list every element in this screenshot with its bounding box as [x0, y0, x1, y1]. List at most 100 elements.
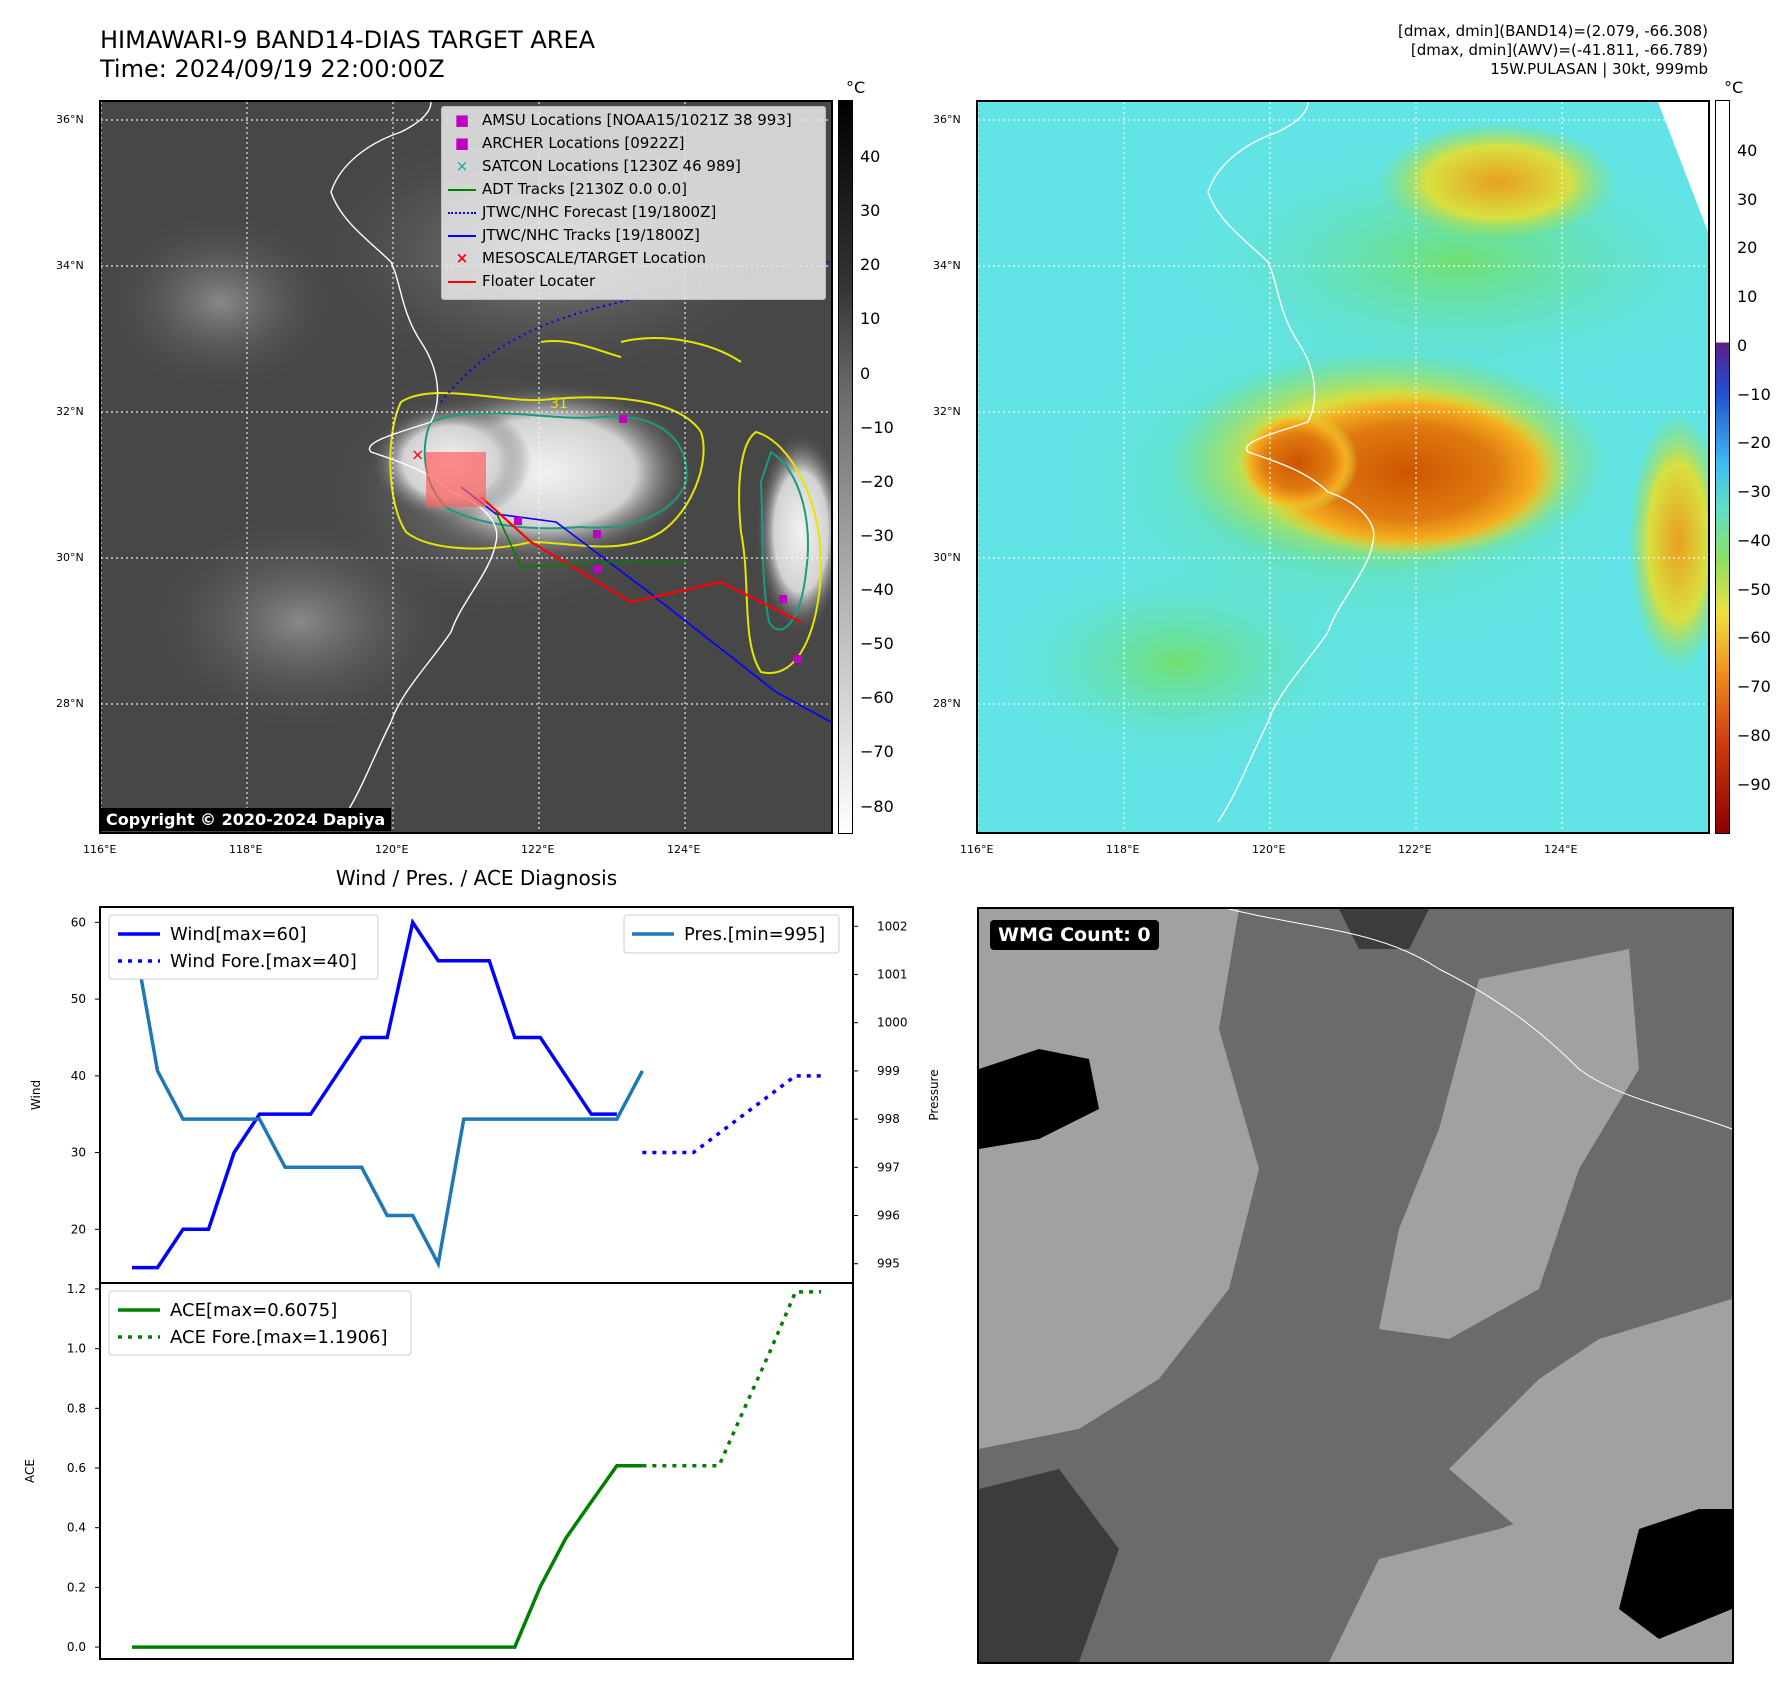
wv-colorbar-tick: −90: [1737, 775, 1771, 794]
wv-map-panel: [976, 100, 1710, 834]
svg-text:×: ×: [411, 445, 424, 464]
wv-lat-label: 32°N: [933, 405, 961, 418]
wv-colorbar-tick: 10: [1737, 287, 1758, 306]
wv-colorbar-tick: 20: [1737, 238, 1758, 257]
legend-jtwc-tracks: JTWC/NHC Tracks [19/1800Z]: [442, 226, 700, 244]
ir-lat-label: 34°N: [56, 259, 84, 272]
ir-lon-label: 122°E: [521, 843, 555, 856]
wv-colorbar-tick: 30: [1737, 190, 1758, 209]
ir-colorbar-tick: 0: [860, 364, 871, 383]
wv-colorbar-tick: −60: [1737, 628, 1771, 647]
wv-colorbar-tick: 0: [1737, 336, 1748, 355]
ir-colorbar-tick: −80: [860, 797, 894, 816]
ir-colorbar-tick: 10: [860, 309, 881, 328]
wv-colorbar-tick: −50: [1737, 580, 1771, 599]
wv-lon-label: 122°E: [1398, 843, 1432, 856]
ir-colorbar-tick: −10: [860, 418, 894, 437]
ir-colorbar-tick: 20: [860, 255, 881, 274]
ir-lon-label: 124°E: [667, 843, 701, 856]
wv-lat-label: 30°N: [933, 551, 961, 564]
pres-ytick-label: 1000: [877, 1016, 908, 1030]
ir-colorbar-tick: −50: [860, 634, 894, 653]
ace-ytick-label: 0.8: [67, 1401, 86, 1415]
ir-lat-label: 30°N: [56, 551, 84, 564]
ace-legend-label: ACE[max=0.6075]: [170, 1300, 337, 1321]
wv-colorbar: [1715, 100, 1730, 834]
pres-ytick-label: 996: [877, 1209, 900, 1223]
figure-title: HIMAWARI-9 BAND14-DIAS TARGET AREA Time: …: [100, 26, 596, 83]
legend-amsu: ■ AMSU Locations [NOAA15/1021Z 38 993]: [454, 111, 792, 129]
contour-label: 31: [550, 396, 568, 412]
wind-ytick-label: 40: [71, 1069, 86, 1083]
stats-storm: 15W.PULASAN | 30kt, 999mb: [1490, 60, 1708, 78]
ir-colorbar-tick: −30: [860, 526, 894, 545]
wv-colorbar-tick: −70: [1737, 677, 1771, 696]
copyright-badge: Copyright © 2020-2024 Dapiya: [100, 808, 392, 831]
ir-colorbar-tick: −60: [860, 688, 894, 707]
wv-lat-label: 28°N: [933, 697, 961, 710]
ace-axis-label: ACE: [23, 1459, 37, 1483]
ace-ytick-label: 1.2: [67, 1282, 86, 1296]
ace-legend-box: [108, 1290, 412, 1356]
stats-awv: [dmax, dmin](AWV)=(-41.811, -66.789): [1410, 41, 1708, 59]
series-line-ace: [132, 1464, 643, 1649]
pres-ytick-label: 999: [877, 1064, 900, 1078]
ace-fore-legend-label: ACE Fore.[max=1.1906]: [170, 1327, 388, 1348]
wv-lon-label: 124°E: [1544, 843, 1578, 856]
ir-colorbar-unit: °C: [846, 78, 866, 97]
stats-block: [dmax, dmin](BAND14)=(2.079, -66.308) [d…: [1398, 22, 1708, 79]
pres-ytick-label: 1002: [877, 919, 908, 933]
wv-lon-label: 120°E: [1252, 843, 1286, 856]
wmg-count-badge: WMG Count: 0: [990, 920, 1159, 950]
wind-fore-legend-label: Wind Fore.[max=40]: [170, 951, 357, 972]
legend-satcon: × SATCON Locations [1230Z 46 989]: [455, 157, 741, 175]
wmg-image: [979, 909, 1732, 1662]
legend-mesoscale: × MESOSCALE/TARGET Location: [455, 249, 707, 267]
wind-ytick-label: 20: [71, 1222, 86, 1236]
ir-colorbar-tick: −40: [860, 580, 894, 599]
wv-colorbar-unit: °C: [1724, 78, 1744, 97]
ir-colorbar-tick: −70: [860, 742, 894, 761]
legend-archer: ■ ARCHER Locations [0922Z]: [454, 134, 685, 152]
series-line-wind: [132, 917, 617, 1270]
wv-colorbar-tick: −80: [1737, 726, 1771, 745]
ir-lon-label: 116°E: [83, 843, 117, 856]
ir-map-legend: ■ AMSU Locations [NOAA15/1021Z 38 993] ■ A…: [441, 106, 826, 300]
ir-colorbar-tick: 40: [860, 147, 881, 166]
wind-axis-label: Wind: [29, 1080, 43, 1110]
chart-title: Wind / Pres. / ACE Diagnosis: [336, 866, 617, 890]
ace-ytick-label: 0.2: [67, 1580, 86, 1594]
pres-ytick-label: 1001: [877, 967, 908, 981]
ace-ytick-label: 1.0: [67, 1342, 86, 1356]
ir-lat-label: 36°N: [56, 113, 84, 126]
ir-lat-label: 28°N: [56, 697, 84, 710]
legend-jtwc-forecast: JTWC/NHC Forecast [19/1800Z]: [442, 203, 716, 221]
wv-lon-label: 118°E: [1106, 843, 1140, 856]
wv-colorbar-tick: −40: [1737, 531, 1771, 550]
wind-legend-box: [108, 914, 379, 980]
stats-band14: [dmax, dmin](BAND14)=(2.079, -66.308): [1397, 22, 1708, 40]
wv-lon-label: 116°E: [960, 843, 994, 856]
wv-map-image: [978, 102, 1708, 832]
pres-ytick-label: 995: [877, 1257, 900, 1271]
ir-lon-label: 120°E: [375, 843, 409, 856]
wv-colorbar-tick: −10: [1737, 385, 1771, 404]
ace-ytick-label: 0.6: [67, 1461, 86, 1475]
ir-lon-label: 118°E: [229, 843, 263, 856]
wmg-panel: [977, 907, 1734, 1664]
wv-colorbar-tick: −20: [1737, 433, 1771, 452]
legend-floater: Floater Locater: [442, 272, 595, 290]
wind-ytick-label: 30: [71, 1146, 86, 1160]
pres-ytick-label: 997: [877, 1160, 900, 1174]
wind-legend-label: Wind[max=60]: [170, 924, 307, 945]
pres-axis-label: Pressure: [927, 1069, 941, 1120]
wind-ytick-label: 60: [71, 915, 86, 929]
ir-colorbar-tick: 30: [860, 201, 881, 220]
legend-adt: ADT Tracks [2130Z 0.0 0.0]: [442, 180, 687, 198]
ace-ytick-label: 0.0: [67, 1640, 86, 1654]
series-line-wind-fore-: [642, 1074, 821, 1155]
wv-colorbar-tick: −30: [1737, 482, 1771, 501]
pres-legend-label: Pres.[min=995]: [684, 924, 825, 945]
ir-colorbar-tick: −20: [860, 472, 894, 491]
